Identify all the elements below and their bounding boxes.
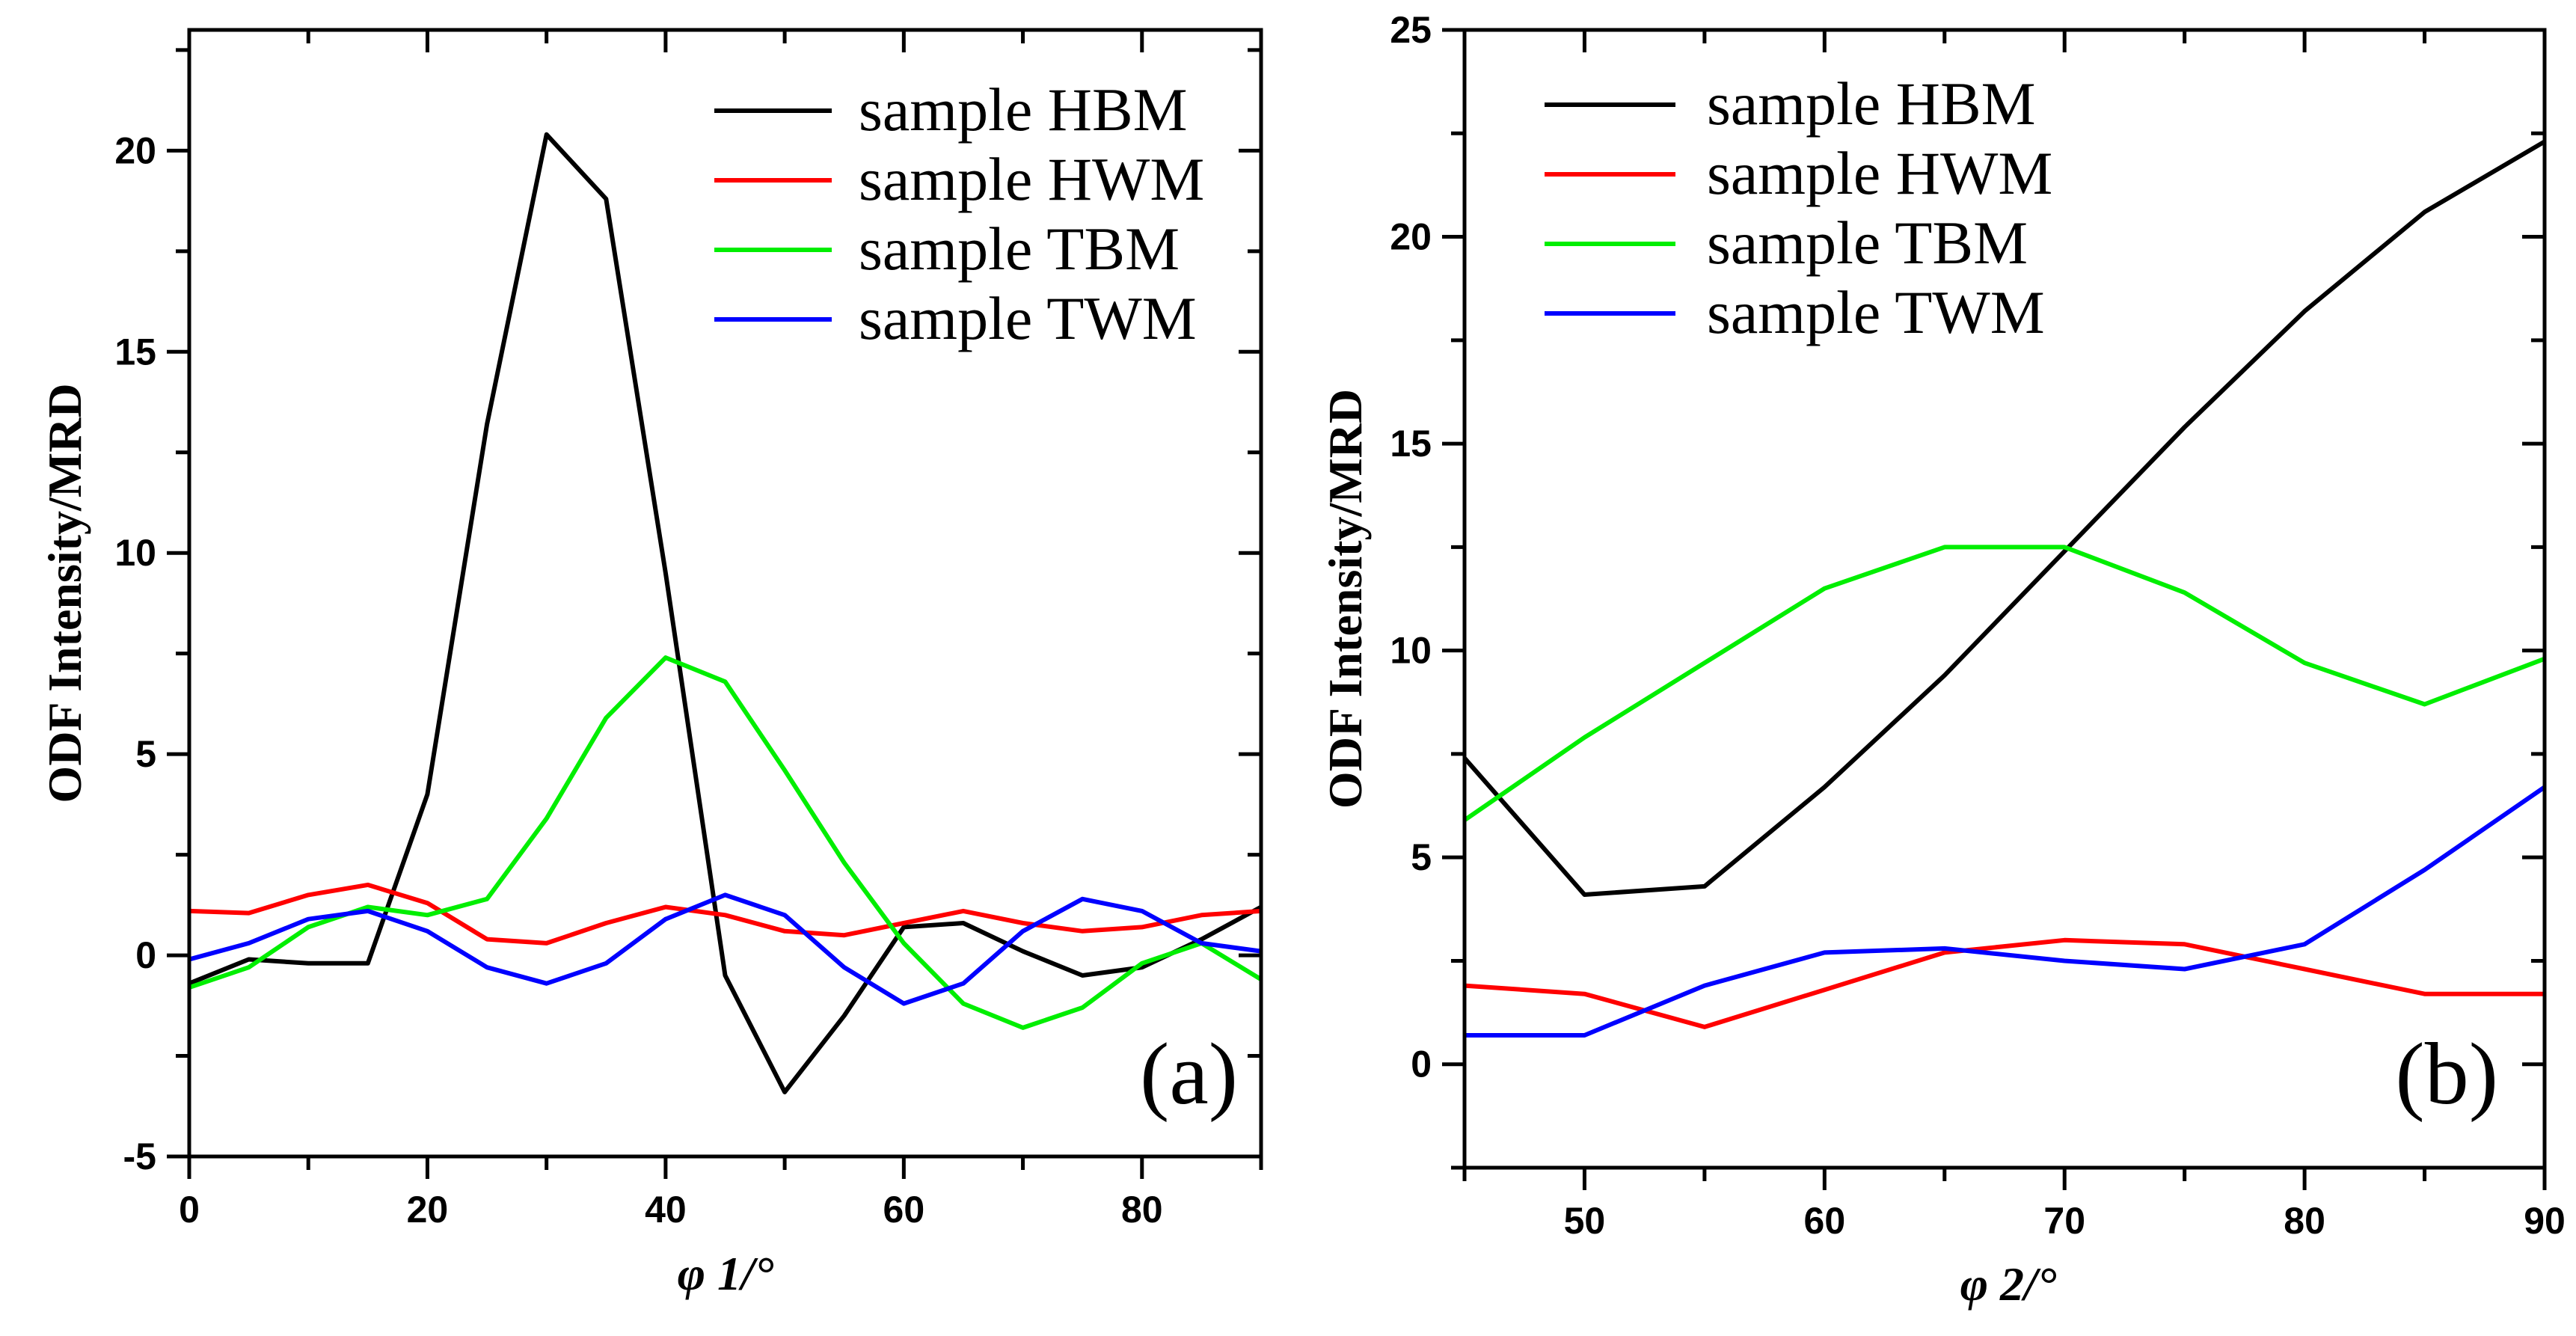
y-tick-label: 0	[1411, 1044, 1432, 1085]
chart-panel-b: 50 60 70 80 90 0 5 10 15 20 25 ODF Intensity/MRD φ 2…	[1319, 9, 2566, 1311]
series-line-sample-twm	[189, 892, 1261, 1006]
x-tick-label: 0	[179, 1189, 200, 1231]
panel-label: (b)	[2395, 1025, 2498, 1123]
legend-label: sample TBM	[1707, 209, 2028, 277]
y-tick-label: -5	[123, 1136, 156, 1177]
x-tick-label: 80	[2284, 1200, 2325, 1242]
series-line-sample-tbm	[189, 655, 1261, 1030]
y-tick-label: 0	[135, 934, 156, 976]
series-line-sample-hbm	[1465, 139, 2545, 897]
x-tick-label: 80	[1121, 1189, 1163, 1231]
x-tick-label: 60	[883, 1189, 925, 1231]
legend-label: sample HWM	[1707, 139, 2052, 207]
y-tick-label: 15	[114, 331, 156, 373]
legend-label: sample TWM	[1707, 278, 2045, 346]
legend-label: sample HBM	[859, 76, 1188, 144]
y-tick-label: 20	[1390, 216, 1432, 258]
x-tick-label: 40	[645, 1189, 687, 1231]
y-tick-label: 5	[135, 733, 156, 775]
x-tick-label: 90	[2524, 1200, 2566, 1242]
y-tick-label: 20	[114, 129, 156, 171]
y-tick-label: 25	[1390, 9, 1432, 51]
x-tick-label: 70	[2043, 1200, 2085, 1242]
x-tick-label: 20	[407, 1189, 449, 1231]
x-tick-label: 50	[1564, 1200, 1606, 1242]
y-tick-label: 10	[1390, 630, 1432, 672]
series-line-sample-hwm	[189, 882, 1261, 946]
legend-label: sample HBM	[1707, 70, 2036, 138]
y-axis-label: ODF Intensity/MRD	[38, 383, 91, 803]
y-tick-label: 15	[1390, 423, 1432, 465]
y-tick-label: 5	[1411, 836, 1432, 878]
legend-label: sample HWM	[859, 145, 1204, 213]
panel-label: (a)	[1140, 1025, 1238, 1123]
x-axis-label: φ 2/°	[1960, 1257, 2057, 1311]
legend-label: sample TWM	[859, 284, 1197, 352]
plot-frame	[1462, 28, 2547, 1170]
y-axis-label: ODF Intensity/MRD	[1319, 389, 1372, 809]
x-tick-label: 60	[1804, 1200, 1846, 1242]
chart-panel-a: 0 20 40 60 80 -5 0 5 10 15 20 ODF Intensity/MRD φ 1/…	[38, 28, 1263, 1300]
plot-frame	[187, 28, 1263, 1159]
x-axis-label: φ 1/°	[678, 1247, 774, 1300]
series-line-sample-twm	[1465, 785, 2545, 1038]
legend-label: sample TBM	[859, 215, 1180, 283]
series-line-sample-tbm	[1465, 545, 2545, 822]
series-line-sample-hbm	[189, 132, 1261, 1094]
y-tick-label: 10	[114, 532, 156, 574]
